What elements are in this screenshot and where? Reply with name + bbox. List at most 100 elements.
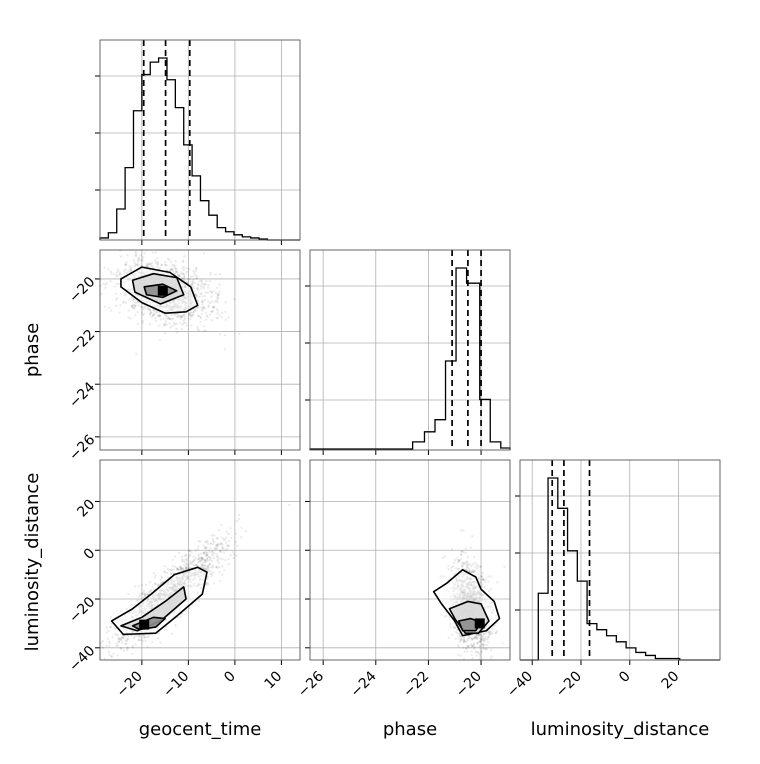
sample-point <box>205 567 208 570</box>
sample-point <box>134 304 137 307</box>
sample-point <box>154 582 157 586</box>
sample-point <box>220 311 224 315</box>
sample-point <box>202 282 205 286</box>
sample-point <box>197 555 200 558</box>
sample-point <box>147 590 151 594</box>
sample-point <box>472 643 476 647</box>
sample-point <box>108 642 111 645</box>
sample-point <box>143 635 147 639</box>
sample-point <box>117 637 121 641</box>
sample-point <box>190 280 194 283</box>
sample-point <box>171 268 174 272</box>
sample-point <box>207 564 211 567</box>
sample-point <box>198 560 201 564</box>
sample-point <box>444 611 447 614</box>
sample-point <box>466 565 469 569</box>
sample-point <box>218 543 221 546</box>
sample-point <box>192 271 196 275</box>
x-tick-label: −26 <box>295 668 327 700</box>
sample-point <box>151 313 154 317</box>
sample-point <box>457 643 460 647</box>
sample-point <box>158 267 162 270</box>
sample-point <box>201 300 204 304</box>
sample-point <box>475 637 479 641</box>
sample-point <box>188 278 191 281</box>
sample-point <box>153 582 157 585</box>
sample-point <box>177 551 181 555</box>
sample-point <box>204 546 207 550</box>
sample-point <box>467 646 471 649</box>
sample-point <box>195 267 198 270</box>
sample-point <box>152 313 156 316</box>
sample-point <box>493 624 496 627</box>
sample-point <box>151 265 154 268</box>
sample-point <box>142 256 145 259</box>
sample-point <box>459 634 462 638</box>
sample-point <box>218 565 221 569</box>
sample-point <box>106 678 108 680</box>
sample-point <box>465 560 469 563</box>
sample-point <box>473 647 476 650</box>
sample-point <box>449 625 452 629</box>
sample-point <box>478 579 481 582</box>
sample-point <box>206 575 209 578</box>
sample-point <box>140 584 144 587</box>
sample-point <box>123 300 126 303</box>
sample-point <box>100 641 102 645</box>
sample-point <box>226 547 229 551</box>
sample-point <box>166 571 169 574</box>
sample-point <box>477 572 480 576</box>
x-tick-label: −40 <box>504 668 536 700</box>
sample-point <box>203 567 206 570</box>
sample-point <box>208 550 212 554</box>
sample-point <box>471 644 475 647</box>
x-tick-label: −20 <box>553 668 585 700</box>
sample-point <box>137 257 141 261</box>
hist-panel-luminosity-distance: −40 −20 0 20 <box>504 459 721 701</box>
sample-point <box>156 263 159 266</box>
sample-point <box>105 282 108 285</box>
sample-point <box>465 647 468 651</box>
sample-point <box>164 571 167 574</box>
sample-point <box>135 634 138 638</box>
sample-point <box>124 268 127 271</box>
sample-point <box>126 254 129 257</box>
sample-point <box>227 532 230 536</box>
sample-point <box>191 311 195 314</box>
sample-point <box>120 639 123 642</box>
sample-point <box>189 561 192 564</box>
sample-point <box>462 641 466 644</box>
sample-point <box>209 543 212 546</box>
sample-point <box>200 558 204 562</box>
sample-point <box>133 300 137 304</box>
sample-point <box>211 306 215 309</box>
sample-point <box>466 562 470 565</box>
sample-point <box>170 261 173 264</box>
sample-point <box>182 321 186 324</box>
sample-point <box>195 563 198 567</box>
sample-point <box>109 616 113 619</box>
sample-point <box>175 268 178 271</box>
sample-point <box>459 528 463 532</box>
sample-point <box>128 265 131 268</box>
sample-point <box>462 657 466 660</box>
sample-point <box>447 636 451 639</box>
sample-point <box>183 318 187 321</box>
sample-point <box>230 536 233 540</box>
sample-point <box>475 650 478 654</box>
sample-point <box>469 546 473 550</box>
sample-point <box>476 642 479 646</box>
sample-point <box>171 267 174 271</box>
sample-point <box>479 640 482 644</box>
sample-point <box>482 578 485 581</box>
sample-point <box>144 639 147 643</box>
panel-frame <box>309 249 511 451</box>
sample-point <box>216 559 219 563</box>
sample-point <box>154 261 158 265</box>
sample-point <box>473 570 476 573</box>
sample-point <box>133 635 136 638</box>
sample-point <box>211 549 214 553</box>
sample-point <box>209 271 212 275</box>
sample-point <box>125 642 128 646</box>
sample-point <box>147 263 150 266</box>
